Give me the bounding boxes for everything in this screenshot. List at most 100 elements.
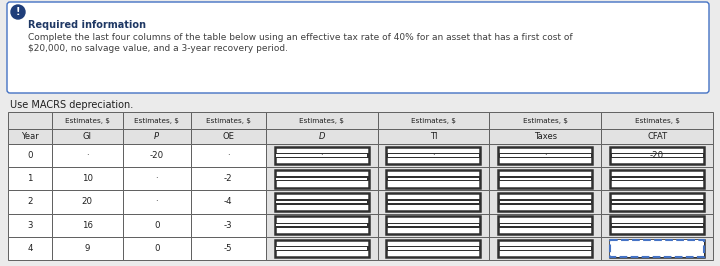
Bar [122, 190, 191, 214]
Bar [266, 112, 377, 129]
Text: ·: · [544, 151, 546, 160]
Bar [52, 214, 122, 237]
Bar [191, 144, 266, 167]
Text: 0: 0 [27, 151, 32, 160]
Bar [387, 223, 480, 228]
Text: 10: 10 [81, 174, 93, 183]
Bar [8, 167, 52, 190]
Bar [498, 170, 593, 188]
Bar [388, 155, 479, 157]
Text: GI: GI [83, 132, 91, 141]
Bar [122, 167, 191, 190]
Bar [490, 190, 601, 214]
Bar [266, 237, 377, 260]
Bar [274, 147, 369, 164]
Bar [610, 240, 704, 257]
Bar [8, 214, 52, 237]
Bar [377, 129, 490, 144]
Text: -3: -3 [224, 221, 233, 230]
Bar [266, 129, 377, 144]
Bar [610, 193, 704, 211]
Bar [8, 129, 52, 144]
Bar [276, 247, 367, 250]
Bar [276, 178, 367, 180]
Bar [52, 237, 122, 260]
Bar [52, 144, 122, 167]
Bar [377, 190, 490, 214]
Bar [274, 199, 369, 205]
FancyBboxPatch shape [7, 2, 709, 93]
Text: CFAT: CFAT [647, 132, 667, 141]
Bar [498, 216, 593, 234]
Text: -5: -5 [224, 244, 233, 253]
Bar [122, 112, 191, 129]
Bar [490, 129, 601, 144]
Bar [122, 129, 191, 144]
Bar [274, 216, 369, 234]
Bar [377, 237, 490, 260]
Text: Year: Year [21, 132, 39, 141]
Bar [498, 176, 593, 181]
Bar [8, 144, 52, 167]
Bar [276, 224, 367, 226]
Bar [611, 247, 703, 250]
Text: ·: · [432, 151, 435, 160]
Text: Use MACRS depreciation.: Use MACRS depreciation. [10, 100, 133, 110]
Text: 9: 9 [84, 244, 90, 253]
Text: ·: · [320, 151, 323, 160]
Bar [498, 153, 593, 158]
Bar [498, 147, 593, 164]
Bar [498, 240, 593, 257]
Bar [490, 112, 601, 129]
Bar [191, 112, 266, 129]
Bar [388, 201, 479, 203]
Text: D: D [318, 132, 325, 141]
Bar [601, 144, 713, 167]
Bar [610, 199, 704, 205]
Bar [498, 199, 593, 205]
Bar [610, 147, 704, 164]
Text: -20: -20 [650, 151, 664, 160]
Bar [601, 167, 713, 190]
Text: 0: 0 [154, 244, 159, 253]
Text: 3: 3 [27, 221, 32, 230]
Bar [500, 247, 590, 250]
Bar [122, 237, 191, 260]
Bar [276, 201, 367, 203]
Bar [601, 112, 713, 129]
Text: Required information: Required information [28, 20, 146, 30]
Bar [490, 237, 601, 260]
Bar [387, 153, 480, 158]
Text: ·: · [156, 197, 158, 206]
Text: Estimates, $: Estimates, $ [523, 118, 567, 123]
Bar [500, 178, 590, 180]
Bar [387, 147, 480, 164]
Bar [387, 199, 480, 205]
Bar [611, 201, 703, 203]
Bar [8, 237, 52, 260]
Text: -2: -2 [224, 174, 233, 183]
Bar [52, 167, 122, 190]
Bar [387, 240, 480, 257]
Bar [610, 153, 704, 158]
Bar [377, 112, 490, 129]
Bar [276, 155, 367, 157]
Bar [490, 144, 601, 167]
Bar [52, 129, 122, 144]
Bar [377, 167, 490, 190]
Bar [388, 224, 479, 226]
Bar [274, 193, 369, 211]
Text: Estimates, $: Estimates, $ [206, 118, 251, 123]
Bar [490, 214, 601, 237]
Text: ·: · [86, 151, 89, 160]
Bar [601, 214, 713, 237]
Text: 2: 2 [27, 197, 32, 206]
Bar [191, 237, 266, 260]
Bar [274, 170, 369, 188]
Bar [191, 214, 266, 237]
Circle shape [11, 5, 25, 19]
Bar [122, 214, 191, 237]
Bar [610, 223, 704, 228]
Bar [191, 190, 266, 214]
Bar [610, 170, 704, 188]
